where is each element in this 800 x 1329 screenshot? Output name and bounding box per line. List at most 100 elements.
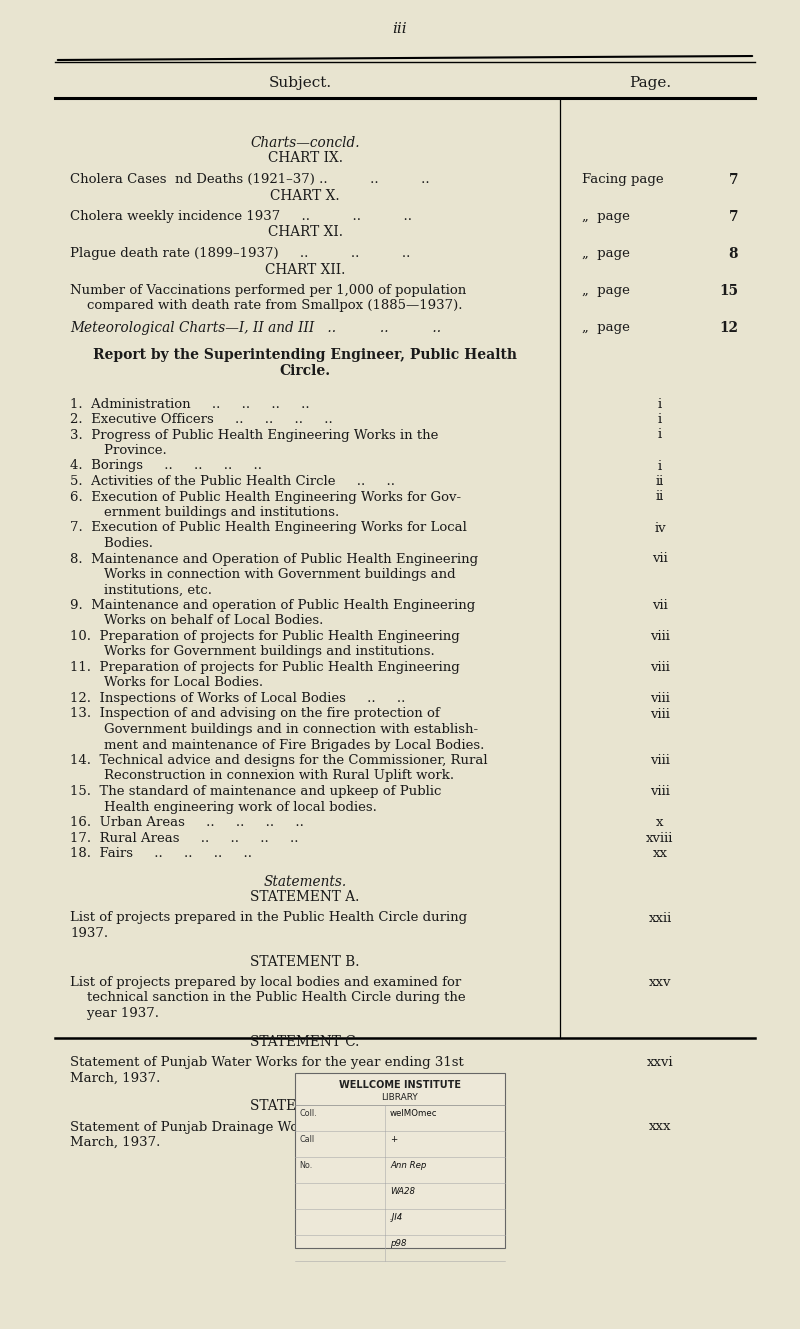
Text: No.: No.	[299, 1162, 312, 1170]
Text: 1.  Administration     ..     ..     ..     ..: 1. Administration .. .. .. ..	[70, 397, 310, 411]
Text: iv: iv	[654, 521, 666, 534]
Text: viii: viii	[650, 785, 670, 797]
Text: Bodies.: Bodies.	[70, 537, 153, 550]
Text: viii: viii	[650, 707, 670, 720]
Text: Reconstruction in connexion with Rural Uplift work.: Reconstruction in connexion with Rural U…	[70, 769, 454, 783]
Text: STATEMENT A.: STATEMENT A.	[250, 890, 360, 904]
Text: institutions, etc.: institutions, etc.	[70, 583, 212, 597]
Text: Charts—concld.: Charts—concld.	[250, 136, 360, 150]
Text: 3.  Progress of Public Health Engineering Works in the: 3. Progress of Public Health Engineering…	[70, 428, 438, 441]
Text: viii: viii	[650, 630, 670, 643]
Text: CHART X.: CHART X.	[270, 189, 340, 202]
Text: xxv: xxv	[649, 975, 671, 989]
Text: 17.  Rural Areas     ..     ..     ..     ..: 17. Rural Areas .. .. .. ..	[70, 832, 298, 844]
Text: Statement of Punjab Water Works for the year ending 31st: Statement of Punjab Water Works for the …	[70, 1057, 464, 1069]
Text: viii: viii	[650, 661, 670, 674]
Text: 8: 8	[729, 247, 738, 260]
Text: Works in connection with Government buildings and: Works in connection with Government buil…	[70, 567, 456, 581]
Text: Plague death rate (1899–1937)     ..          ..          ..: Plague death rate (1899–1937) .. .. ..	[70, 247, 410, 260]
Text: CHART XII.: CHART XII.	[265, 263, 345, 276]
Text: Subject.: Subject.	[269, 76, 331, 90]
Text: vii: vii	[652, 599, 668, 611]
Text: i: i	[658, 413, 662, 427]
Text: Cholera Cases  nd Deaths (1921–37) ..          ..          ..: Cholera Cases nd Deaths (1921–37) .. .. …	[70, 173, 430, 186]
Text: Government buildings and in connection with establish-: Government buildings and in connection w…	[70, 723, 478, 736]
Text: 8.  Maintenance and Operation of Public Health Engineering: 8. Maintenance and Operation of Public H…	[70, 553, 478, 566]
Text: Page.: Page.	[629, 76, 671, 90]
Text: i: i	[658, 428, 662, 441]
Text: vii: vii	[652, 553, 668, 566]
Text: xxii: xxii	[648, 912, 672, 925]
Text: „  page: „ page	[582, 322, 630, 334]
Text: Statement of Punjab Drainage Works for the year ending 31st: Statement of Punjab Drainage Works for t…	[70, 1120, 486, 1134]
Text: 12.  Inspections of Works of Local Bodies     ..     ..: 12. Inspections of Works of Local Bodies…	[70, 692, 406, 704]
Bar	[295, 1073, 505, 1248]
Text: ii: ii	[656, 490, 664, 504]
Text: technical sanction in the Public Health Circle during the: technical sanction in the Public Health …	[70, 991, 466, 1005]
Text: year 1937.: year 1937.	[70, 1007, 159, 1019]
Text: STATEMENT B.: STATEMENT B.	[250, 954, 360, 969]
Text: 18.  Fairs     ..     ..     ..     ..: 18. Fairs .. .. .. ..	[70, 847, 252, 860]
Text: xx: xx	[653, 847, 667, 860]
Text: ment and maintenance of Fire Brigades by Local Bodies.: ment and maintenance of Fire Brigades by…	[70, 739, 484, 751]
Text: 7.  Execution of Public Health Engineering Works for Local: 7. Execution of Public Health Engineerin…	[70, 521, 467, 534]
Text: WELLCOME INSTITUTE: WELLCOME INSTITUTE	[339, 1080, 461, 1090]
Text: iii: iii	[393, 23, 407, 36]
Text: 12: 12	[719, 322, 738, 335]
Text: STATEMENT C.: STATEMENT C.	[250, 1034, 360, 1049]
Text: Coll.: Coll.	[299, 1108, 317, 1118]
Text: WA28: WA28	[390, 1187, 415, 1196]
Text: List of projects prepared in the Public Health Circle during: List of projects prepared in the Public …	[70, 912, 467, 925]
Text: Circle.: Circle.	[279, 364, 330, 377]
Text: Report by the Superintending Engineer, Public Health: Report by the Superintending Engineer, P…	[93, 348, 517, 363]
Text: List of projects prepared by local bodies and examined for: List of projects prepared by local bodie…	[70, 975, 462, 989]
Text: 7: 7	[729, 173, 738, 187]
Text: compared with death rate from Smallpox (1885—1937).: compared with death rate from Smallpox (…	[70, 299, 462, 312]
Text: Cholera weekly incidence 1937     ..          ..          ..: Cholera weekly incidence 1937 .. .. ..	[70, 210, 412, 223]
Text: welMOmec: welMOmec	[390, 1108, 438, 1118]
Text: Health engineering work of local bodies.: Health engineering work of local bodies.	[70, 800, 377, 813]
Text: i: i	[658, 460, 662, 473]
Text: 14.  Technical advice and designs for the Commissioner, Rural: 14. Technical advice and designs for the…	[70, 754, 488, 767]
Text: ernment buildings and institutions.: ernment buildings and institutions.	[70, 506, 339, 520]
Text: Province.: Province.	[70, 444, 166, 457]
Text: CHART IX.: CHART IX.	[267, 152, 342, 166]
Text: March, 1937.: March, 1937.	[70, 1136, 160, 1150]
Text: +: +	[390, 1135, 398, 1144]
Text: „  page: „ page	[582, 284, 630, 296]
Text: Meteorological Charts—I, II and III   ..          ..          ..: Meteorological Charts—I, II and III .. .…	[70, 322, 441, 335]
Text: 11.  Preparation of projects for Public Health Engineering: 11. Preparation of projects for Public H…	[70, 661, 460, 674]
Text: p98: p98	[390, 1239, 406, 1248]
Text: 15: 15	[719, 284, 738, 298]
Text: ii: ii	[656, 474, 664, 488]
Text: xviii: xviii	[646, 832, 674, 844]
Text: viii: viii	[650, 754, 670, 767]
Text: x: x	[656, 816, 664, 829]
Text: Number of Vaccinations performed per 1,000 of population: Number of Vaccinations performed per 1,0…	[70, 284, 466, 296]
Text: 1937.: 1937.	[70, 928, 108, 940]
Text: „  page: „ page	[582, 247, 630, 260]
Text: viii: viii	[650, 692, 670, 704]
Text: LIBRARY: LIBRARY	[382, 1092, 418, 1102]
Text: 9.  Maintenance and operation of Public Health Engineering: 9. Maintenance and operation of Public H…	[70, 599, 475, 611]
Text: Works for Local Bodies.: Works for Local Bodies.	[70, 676, 263, 690]
Text: „  page: „ page	[582, 210, 630, 223]
Text: 15.  The standard of maintenance and upkeep of Public: 15. The standard of maintenance and upke…	[70, 785, 442, 797]
Text: Works on behalf of Local Bodies.: Works on behalf of Local Bodies.	[70, 614, 323, 627]
Text: 2.  Executive Officers     ..     ..     ..     ..: 2. Executive Officers .. .. .. ..	[70, 413, 333, 427]
Text: xxvi: xxvi	[646, 1057, 674, 1069]
Text: 7: 7	[729, 210, 738, 225]
Text: Works for Government buildings and institutions.: Works for Government buildings and insti…	[70, 646, 434, 658]
Text: .JI4: .JI4	[390, 1213, 403, 1221]
Text: 16.  Urban Areas     ..     ..     ..     ..: 16. Urban Areas .. .. .. ..	[70, 816, 304, 829]
Text: March, 1937.: March, 1937.	[70, 1071, 160, 1084]
Text: Facing page: Facing page	[582, 173, 664, 186]
Text: CHART XI.: CHART XI.	[267, 226, 342, 239]
Text: xxx: xxx	[649, 1120, 671, 1134]
Text: 5.  Activities of the Public Health Circle     ..     ..: 5. Activities of the Public Health Circl…	[70, 474, 395, 488]
Text: STATEMENT D.: STATEMENT D.	[250, 1099, 360, 1112]
Text: Statements.: Statements.	[263, 874, 346, 889]
Text: Call: Call	[299, 1135, 314, 1144]
Text: i: i	[658, 397, 662, 411]
Text: 13.  Inspection of and advising on the fire protection of: 13. Inspection of and advising on the fi…	[70, 707, 440, 720]
